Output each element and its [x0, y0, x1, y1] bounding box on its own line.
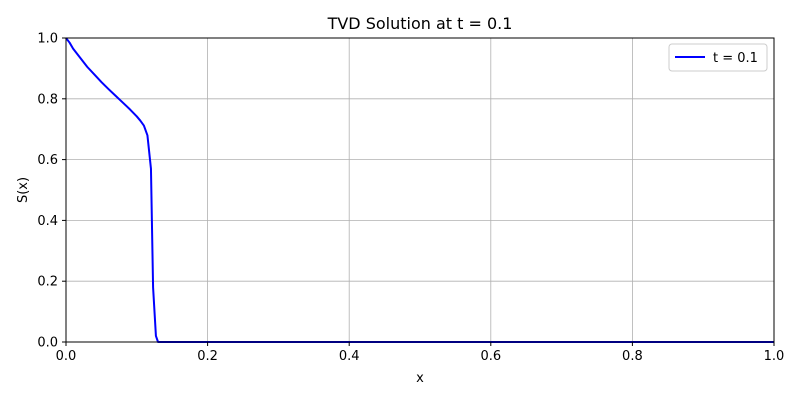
- legend: t = 0.1: [668, 43, 768, 72]
- y-tick-label: 0.8: [37, 92, 58, 107]
- y-tick-label: 0.0: [37, 336, 58, 351]
- x-tick-label: 0.4: [339, 349, 360, 364]
- chart-title: TVD Solution at t = 0.1: [327, 14, 513, 33]
- y-axis-ticks: 0.0 0.2 0.4 0.6 0.8 1.0: [37, 32, 66, 351]
- x-tick-label: 0.8: [622, 349, 643, 364]
- legend-label: t = 0.1: [713, 51, 758, 66]
- y-axis-label: S(x): [16, 177, 31, 203]
- x-axis-ticks: 0.0 0.2 0.4 0.6 0.8 1.0: [56, 342, 785, 364]
- y-tick-label: 1.0: [37, 32, 58, 47]
- x-tick-label: 0.2: [197, 349, 218, 364]
- x-axis-label: x: [416, 371, 424, 386]
- x-tick-label: 1.0: [764, 349, 785, 364]
- plot-frame: [65, 37, 775, 343]
- x-tick-label: 0.6: [480, 349, 501, 364]
- y-tick-label: 0.6: [37, 153, 58, 168]
- legend-box: [668, 43, 768, 72]
- y-tick-label: 0.2: [37, 275, 58, 290]
- x-tick-label: 0.0: [56, 349, 77, 364]
- y-tick-label: 0.4: [37, 214, 58, 229]
